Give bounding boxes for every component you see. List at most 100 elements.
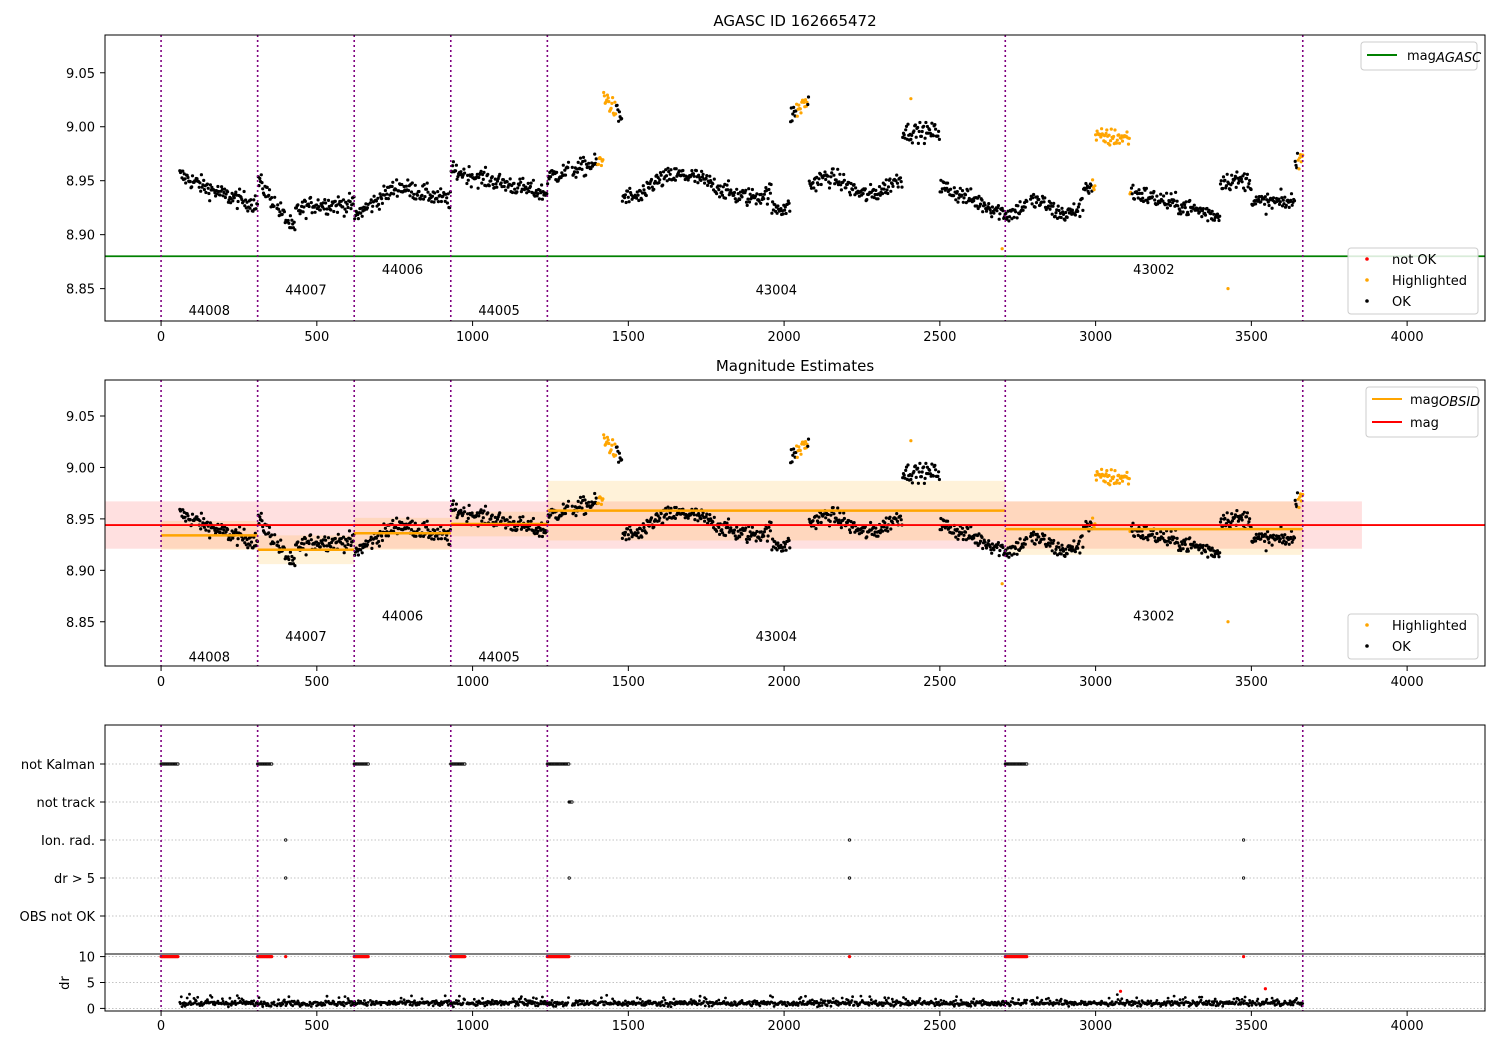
ok-point [1218,520,1223,524]
dr-point [363,999,366,1002]
highlighted-point [606,438,610,442]
ok-point [992,548,996,552]
dr-point [323,1003,327,1007]
dr-point [1199,998,1203,1002]
ok-point [487,184,491,188]
ok-point [946,181,950,185]
ok-point [1207,208,1211,212]
ok-point [919,134,924,138]
ok-point [882,525,886,529]
ok-point [377,539,381,544]
ok-point [723,533,728,538]
ok-point [432,200,436,204]
ok-point [664,512,669,516]
ok-point [940,190,944,194]
dr-point [825,1004,829,1008]
ok-point [1063,554,1067,559]
highlighted-point [1115,478,1119,482]
ok-point [998,548,1002,553]
ok-point [384,534,388,538]
ok-point [626,533,630,537]
ok-point [417,527,421,531]
dr-point [502,1003,506,1006]
dr-point [179,1002,182,1006]
category-label: dr > 5 [54,872,95,887]
ok-point [1008,215,1012,219]
ok-point [288,214,292,218]
ok-point [410,519,414,523]
ok-point [783,208,787,212]
ok-point [1146,538,1150,542]
ok-point [997,554,1001,558]
ok-point [899,180,903,184]
ok-point [220,185,224,189]
dr-point [413,999,416,1003]
ok-point [324,538,328,542]
dr-point [823,999,827,1003]
ok-point [1215,549,1220,553]
ok-point [956,200,960,204]
highlighted-point [803,98,808,102]
ok-point [418,534,423,538]
ok-point [537,534,542,538]
ok-point [738,535,742,539]
ok-point [184,181,188,185]
ok-point [1205,206,1209,211]
ok-point [1008,551,1012,555]
ok-point [348,200,352,204]
ok-point [412,192,416,196]
ok-point [723,196,728,200]
flag-point [1242,838,1246,842]
dr-point [1110,1000,1114,1003]
highlighted-point [1126,482,1131,486]
dr-point [237,996,241,1000]
dr-point [1275,998,1279,1002]
ok-point [665,517,669,521]
ok-point [715,529,719,533]
ok-point [346,542,350,547]
dr-point [1059,1000,1062,1003]
ok-point [913,123,918,127]
ok-point [771,537,775,541]
highlighted-point [1091,516,1095,520]
ok-point [836,167,840,171]
ok-point [583,498,587,502]
dr-point [654,1001,658,1005]
ok-point [321,201,325,205]
dr-point [1115,993,1119,996]
flag-point [284,838,288,842]
ok-point [661,183,665,187]
ok-point [566,499,571,503]
ok-point [584,511,588,516]
ok-point [445,538,449,542]
ok-point [300,200,304,204]
ok-point [869,520,873,525]
ok-point [630,197,634,201]
ok-point [637,536,641,540]
ok-point [1254,202,1258,206]
ok-point [1165,191,1169,195]
ok-point [1230,512,1234,516]
ok-point [762,192,767,196]
ok-point [341,198,346,202]
ok-point [762,530,767,534]
ok-point [1072,202,1076,206]
ok-point [1271,196,1276,200]
ok-point [1060,543,1064,547]
ok-point [910,481,915,485]
dr-point [220,1002,224,1006]
x-tick-label: 3000 [1079,675,1112,690]
ok-point [732,531,736,535]
ok-point [521,176,525,180]
ok-point [188,518,192,522]
ok-point [708,513,712,517]
ok-point [837,180,841,184]
ok-point [746,197,750,201]
ok-point [1267,203,1271,208]
ok-point [674,167,678,171]
highlighted-point [605,93,610,97]
dr-not-ok-point [1118,989,1123,993]
ok-point [186,514,190,518]
ok-point [1230,519,1234,523]
ok-point [1219,179,1223,183]
